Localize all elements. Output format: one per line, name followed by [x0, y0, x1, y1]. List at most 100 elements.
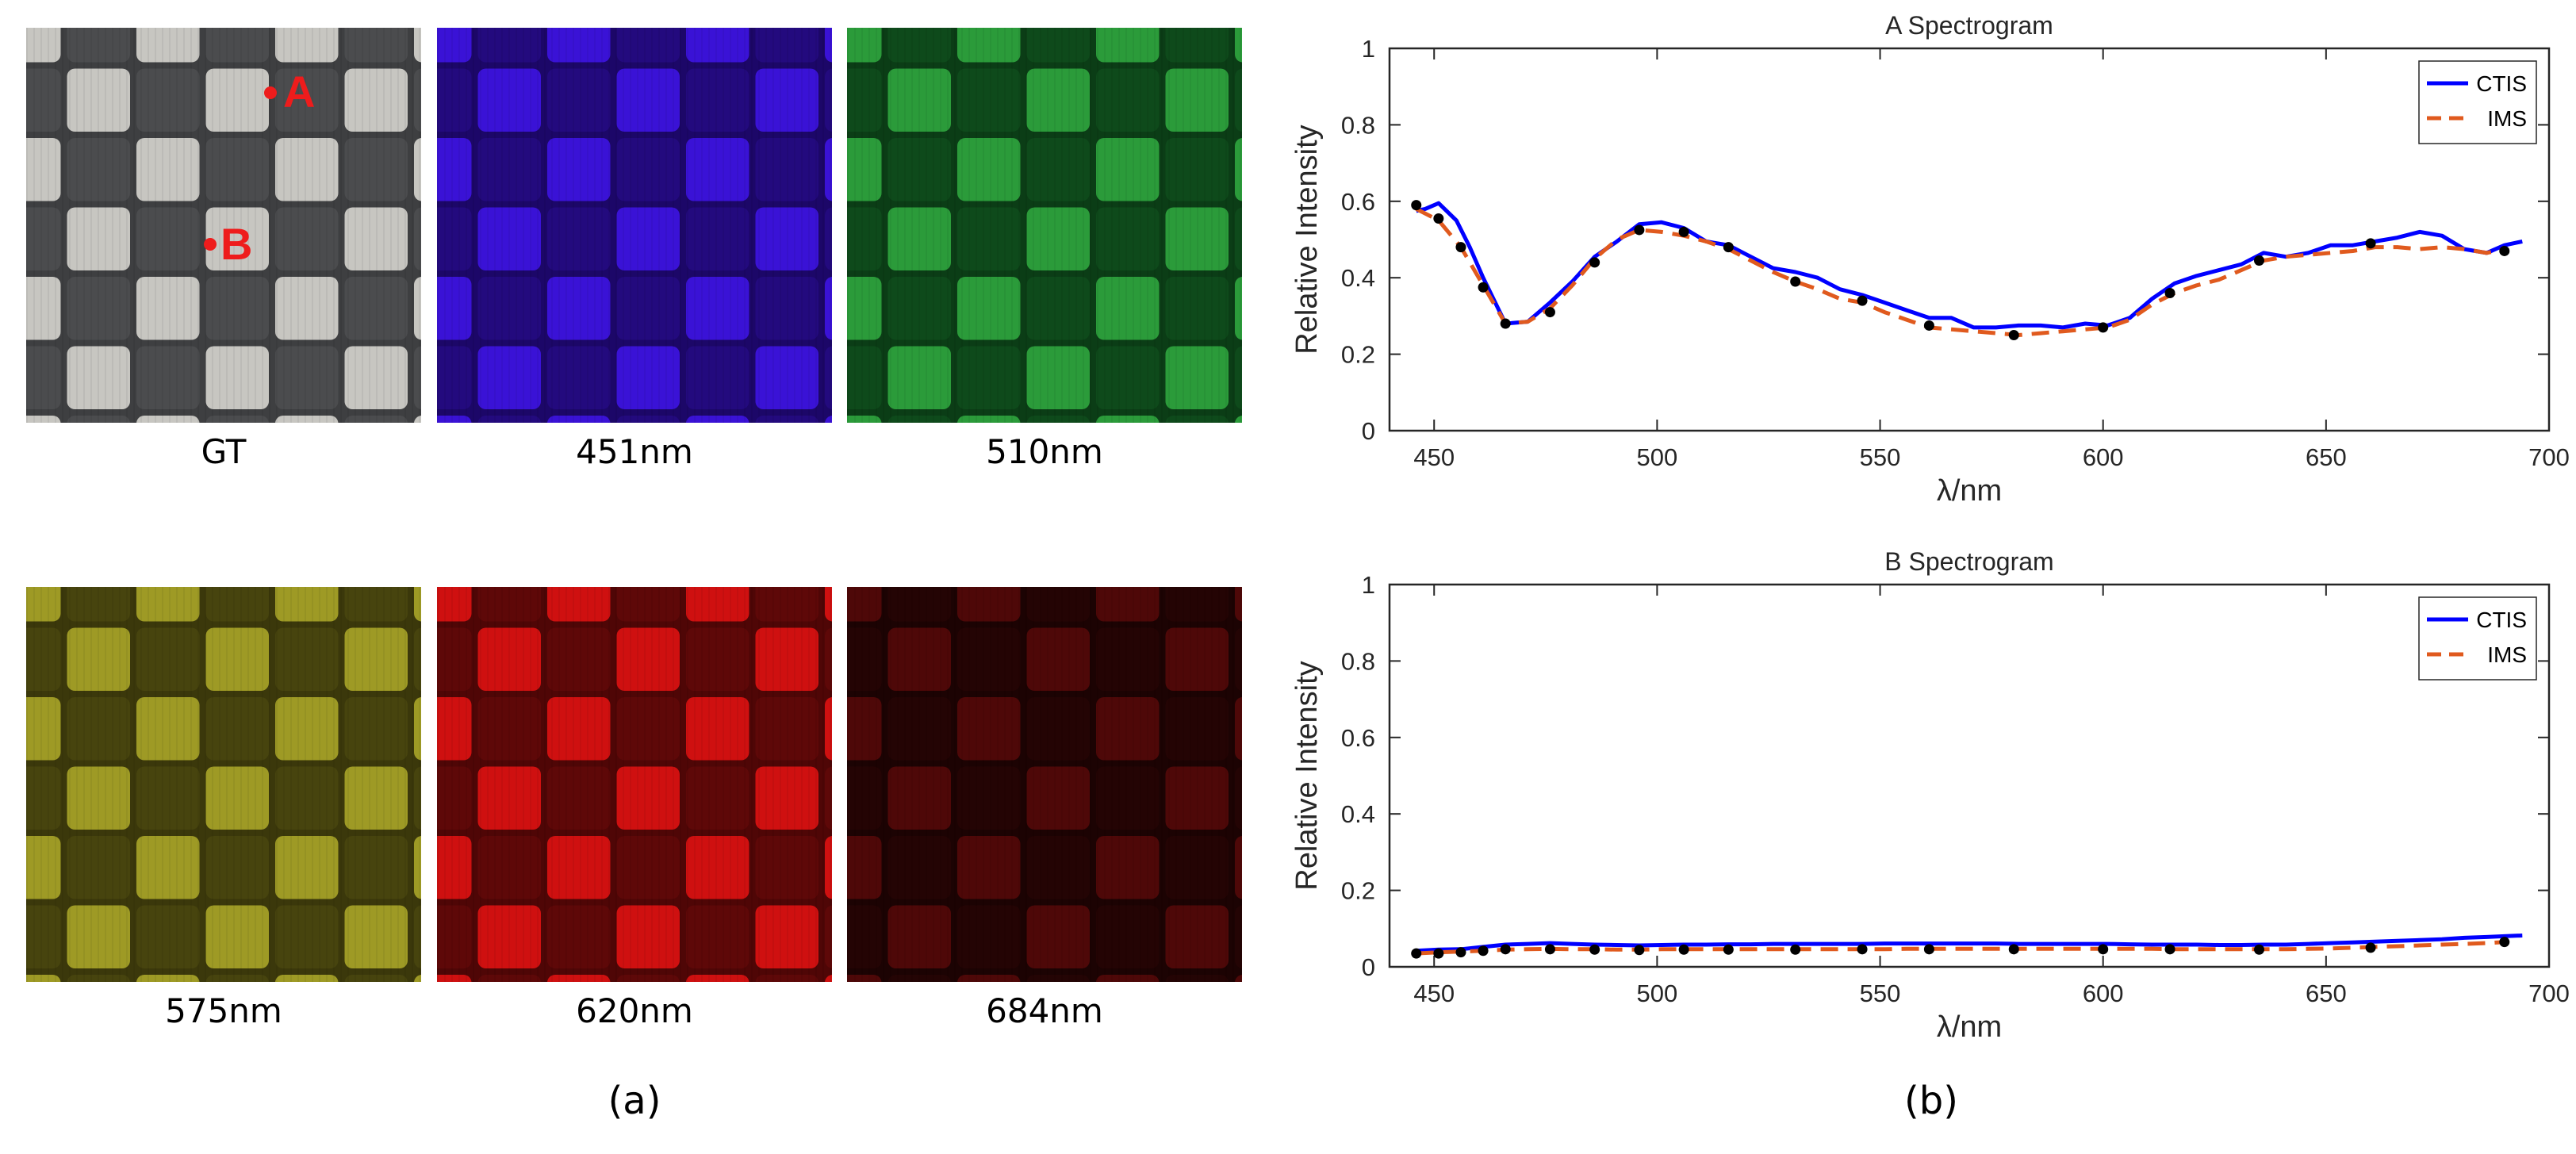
legend-label-ctis: CTIS — [2476, 608, 2527, 632]
data-point — [1478, 282, 1489, 293]
x-tick-label: 500 — [1637, 980, 1678, 1007]
data-point — [1923, 320, 1934, 331]
data-point — [2008, 944, 2019, 955]
data-point — [1723, 242, 1734, 253]
plot-area — [1388, 583, 2551, 968]
legend-box — [2418, 60, 2537, 144]
data-markers — [1411, 937, 2510, 959]
x-tick-label: 550 — [1860, 443, 1901, 471]
y-tick-label: 0.4 — [1341, 264, 1375, 292]
data-point — [1723, 944, 1734, 955]
data-point — [2164, 287, 2175, 298]
data-point — [2254, 944, 2264, 955]
tile-label: 620nm — [576, 991, 693, 1030]
x-tick-label: 600 — [2083, 980, 2124, 1007]
data-point — [2008, 330, 2019, 340]
data-point — [1589, 257, 1600, 268]
y-tick-label: 0.2 — [1341, 877, 1375, 905]
data-point — [1455, 242, 1466, 253]
data-point — [1857, 295, 1868, 306]
x-axis-label: λ/nm — [1937, 1010, 2002, 1044]
series-line-ims — [1416, 940, 2505, 956]
x-tick-label: 650 — [2306, 443, 2347, 471]
marker-a: A — [264, 67, 315, 117]
chart-title: A Spectrogram — [1885, 11, 2053, 40]
x-tick-label: 650 — [2306, 980, 2347, 1007]
data-markers — [1411, 200, 2510, 340]
y-tick-label: 0.2 — [1341, 341, 1375, 369]
image-tile — [847, 587, 1242, 982]
tile-label: 510nm — [986, 432, 1103, 471]
data-point — [2098, 322, 2109, 333]
x-tick-label: 600 — [2083, 443, 2124, 471]
series-line-ctis — [1416, 201, 2523, 330]
data-point — [1589, 944, 1600, 955]
data-point — [1857, 944, 1868, 955]
image-tile — [437, 587, 832, 982]
y-tick-label: 0.6 — [1341, 188, 1375, 216]
data-point — [1478, 945, 1489, 957]
data-point — [1678, 226, 1689, 237]
chart-b-spectrogram: 450 500 550 600 650 700 0 0.2 0.4 0.6 0.8 1 B Spectr… — [1290, 547, 2570, 1044]
legend-box — [2418, 596, 2537, 681]
data-point — [1790, 944, 1801, 955]
data-point — [1544, 944, 1555, 955]
marker-a-label: A — [283, 67, 315, 117]
legend-label-ims: IMS — [2487, 106, 2527, 131]
tile-label: GT — [201, 432, 247, 471]
y-tick-label: 0 — [1362, 953, 1375, 981]
data-point — [1634, 945, 1645, 956]
marker-b: B — [204, 219, 252, 269]
y-tick-label: 1 — [1362, 35, 1375, 63]
data-point — [2365, 238, 2376, 249]
data-point — [2254, 255, 2264, 266]
data-point — [1678, 944, 1689, 955]
x-tick-label: 500 — [1637, 443, 1678, 471]
marker-b-label: B — [220, 219, 252, 269]
panel-a-label: (a) — [608, 1079, 661, 1123]
data-point — [1500, 318, 1511, 329]
x-tick-label: 450 — [1413, 980, 1455, 1007]
data-point — [2499, 245, 2510, 256]
data-point — [1790, 276, 1801, 287]
legend-label-ctis: CTIS — [2476, 71, 2527, 96]
tile-label: 684nm — [986, 991, 1103, 1030]
x-axis-label: λ/nm — [1937, 474, 2002, 508]
x-tick-label: 550 — [1860, 980, 1901, 1007]
series-line-ctis — [1416, 934, 2523, 953]
x-tick-label: 700 — [2528, 443, 2570, 471]
x-tick-label: 700 — [2528, 980, 2570, 1007]
plot-area — [1388, 47, 2551, 432]
chart-title: B Spectrogram — [1884, 547, 2053, 576]
y-tick-label: 0.8 — [1341, 647, 1375, 675]
data-point — [1455, 947, 1466, 958]
data-point — [1923, 944, 1934, 955]
x-tick-label: 450 — [1413, 443, 1455, 471]
y-tick-label: 1 — [1362, 571, 1375, 599]
y-tick-label: 0.8 — [1341, 111, 1375, 139]
panel-b-label: (b) — [1904, 1079, 1958, 1123]
data-point — [1411, 948, 1422, 959]
data-point — [1634, 224, 1645, 236]
data-point — [2164, 944, 2175, 955]
data-point — [1500, 944, 1511, 955]
legend: CTIS IMS — [2418, 60, 2537, 144]
data-point — [1433, 213, 1444, 224]
legend: CTIS IMS — [2418, 596, 2537, 681]
y-axis-label: Relative Intensity — [1290, 661, 1324, 890]
data-point — [1544, 307, 1555, 318]
image-tile — [437, 28, 832, 423]
tile-label: 451nm — [576, 432, 693, 471]
y-tick-label: 0.6 — [1341, 724, 1375, 752]
series-line-ims — [1415, 207, 2505, 337]
image-tile — [26, 587, 421, 982]
data-point — [1411, 200, 1422, 211]
image-tile — [847, 28, 1242, 423]
data-point — [2499, 937, 2510, 948]
chart-a-spectrogram: 450 500 550 600 650 700 0 0.2 0.4 0.6 0.8 1 A Spectr… — [1290, 11, 2570, 508]
y-tick-label: 0.4 — [1341, 800, 1375, 828]
y-axis-label: Relative Intensity — [1290, 125, 1324, 354]
tile-label: 575nm — [165, 991, 282, 1030]
